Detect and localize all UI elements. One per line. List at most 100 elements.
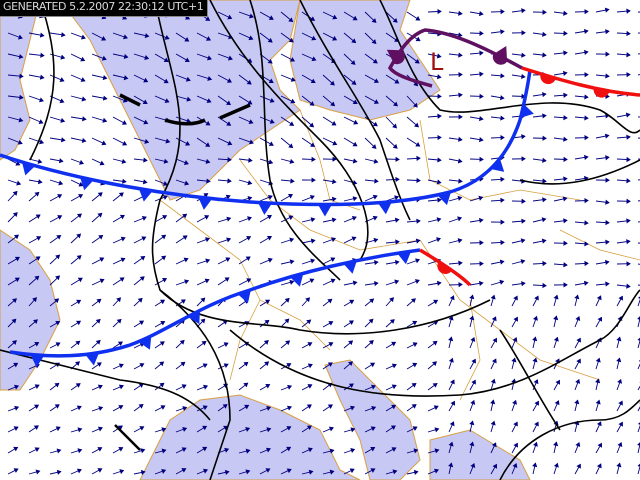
wind-arrow-head <box>457 158 463 164</box>
wind-arrow-head <box>331 217 337 223</box>
wind-arrow-head <box>34 384 40 390</box>
wind-arrow-head <box>80 34 86 40</box>
wind-arrow-head <box>32 297 37 303</box>
wind-arrow-head <box>521 52 526 58</box>
wind-arrow-head <box>327 298 333 304</box>
wind-arrow-head <box>457 32 463 38</box>
wind-arrow-head <box>471 358 476 364</box>
wind-arrow-head <box>207 55 212 61</box>
cold-front-triangle <box>30 354 45 368</box>
wind-arrow-head <box>395 239 400 245</box>
wind-arrow-head <box>394 279 400 285</box>
wind-arrow-head <box>500 115 505 121</box>
wind-arrow-head <box>56 234 62 240</box>
wind-arrow-head <box>181 384 187 389</box>
wind-arrow-head <box>394 259 400 265</box>
wind-arrow-head <box>81 96 87 102</box>
wind-arrow-head <box>182 406 188 412</box>
wind-arrow-head <box>139 320 145 326</box>
wind-arrow-head <box>159 361 165 367</box>
wind-arrow-head <box>123 34 128 40</box>
wind-arrow-head <box>458 136 463 142</box>
wind-arrow-head <box>605 281 610 287</box>
wind-arrow-head <box>56 469 62 475</box>
wind-arrow-head <box>222 404 228 409</box>
wind-arrow-head <box>13 362 19 368</box>
wind-arrow-head <box>224 277 230 282</box>
wind-arrow-head <box>117 425 123 431</box>
wind-arrow-head <box>310 217 316 223</box>
wind-arrow-head <box>286 426 292 431</box>
wind-arrow-head <box>500 197 505 203</box>
wind-arrow-head <box>479 71 484 77</box>
wind-arrow-head <box>245 469 251 475</box>
wind-arrow-head <box>163 57 169 63</box>
wind-arrow-head <box>458 260 463 266</box>
wind-arrow-head <box>490 399 496 405</box>
wind-arrow-head <box>289 237 295 243</box>
wind-arrow-head <box>77 427 83 433</box>
wind-arrow-head <box>437 197 442 203</box>
wind-arrow-head <box>185 76 191 82</box>
wind-arrow-head <box>202 363 208 369</box>
wind-arrow-head <box>58 158 64 164</box>
wind-arrow-head <box>97 468 103 473</box>
atlantic-sea <box>0 0 41 161</box>
warm-front-semicircle <box>593 88 610 98</box>
wind-arrow-head <box>479 50 484 56</box>
wind-arrow-head <box>205 16 211 21</box>
wind-arrow-head <box>55 426 61 432</box>
wind-arrow-head <box>618 295 623 301</box>
wind-arrow-head <box>162 215 168 220</box>
wind-arrow-head <box>434 448 440 454</box>
wind-arrow-head <box>563 115 568 121</box>
wind-arrow-head <box>395 156 400 162</box>
wind-arrow-head <box>499 259 505 265</box>
wind-arrow-head <box>202 446 208 452</box>
wind-arrow-head <box>491 442 497 448</box>
wind-arrow-head <box>75 340 81 346</box>
wind-arrow-head <box>289 279 295 285</box>
wind-arrow-head <box>55 342 61 347</box>
wind-arrow-head <box>182 213 188 219</box>
wind-arrow-head <box>512 463 518 469</box>
wind-arrow-head <box>616 357 622 363</box>
wind-arrow-head <box>161 234 167 240</box>
wind-arrow-head <box>414 58 420 64</box>
wind-arrow-head <box>563 30 568 36</box>
isobar <box>249 0 341 281</box>
wind-arrow-head <box>391 404 397 410</box>
wind-arrow-head <box>372 215 378 221</box>
cold-front-triangle <box>79 177 94 191</box>
wind-arrow-head <box>164 98 170 103</box>
wind-arrow-head <box>310 78 316 84</box>
wind-arrow-head <box>605 51 610 57</box>
warm-front-semicircle <box>392 49 405 65</box>
wind-arrow-head <box>290 178 295 184</box>
wind-arrow-head <box>18 53 24 60</box>
wind-arrow-head <box>595 357 601 363</box>
wind-arrow-head <box>268 78 274 84</box>
wind-arrow-head <box>520 238 526 244</box>
wind-arrow-head <box>584 72 589 78</box>
wind-arrow-head <box>164 34 170 40</box>
wind-arrow-head <box>139 426 145 431</box>
wind-arrow-head <box>12 212 18 218</box>
wind-arrow-head <box>120 257 126 263</box>
wind-arrow-head <box>542 113 547 119</box>
wind-arrow-head <box>268 15 274 20</box>
warm-front-semicircle <box>492 53 508 65</box>
wind-arrow-head <box>563 176 568 182</box>
wind-arrow-head <box>247 180 253 186</box>
wind-arrow-head <box>437 8 442 15</box>
wind-arrow-head <box>308 469 314 475</box>
wind-arrow-head <box>224 469 230 475</box>
wind-arrow-head <box>478 280 484 286</box>
wind-arrow-head <box>470 336 476 342</box>
wind-arrow-head <box>457 238 463 244</box>
wind-arrow <box>637 363 640 370</box>
wind-arrow-head <box>57 215 63 220</box>
wind-arrow-head <box>289 121 295 126</box>
isobar <box>299 0 411 221</box>
wind-arrow-head <box>11 318 17 324</box>
